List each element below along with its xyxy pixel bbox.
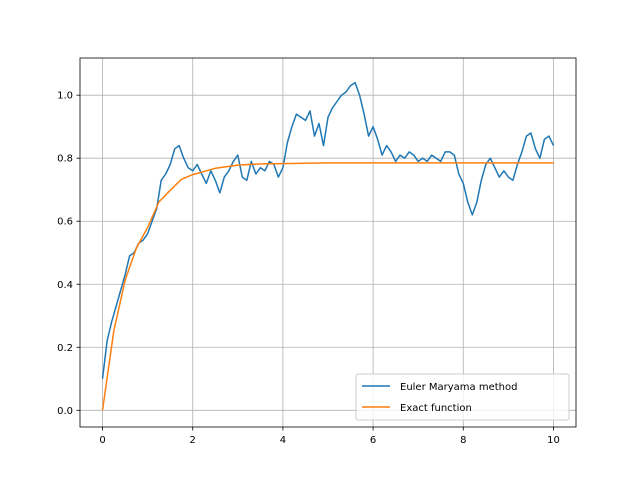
plot-frame: [79, 57, 577, 428]
series-layer: [101, 81, 555, 411]
y-tick-label: 0.8: [57, 154, 73, 165]
y-tick-label: 0.2: [57, 343, 73, 354]
grid: [80, 58, 576, 427]
x-tick-label: 6: [370, 435, 376, 446]
x-tick-label: 8: [460, 435, 466, 446]
x-tick-label: 4: [280, 435, 286, 446]
y-tick-label: 0.4: [57, 280, 73, 291]
y-tick-label: 1.0: [57, 91, 73, 102]
plot-area: [80, 58, 576, 427]
x-tick-label: 2: [190, 435, 196, 446]
y-tick-label: 0.6: [57, 217, 73, 228]
legend-box: [355, 373, 570, 421]
exact-function-series-line: [101, 162, 554, 411]
y-tick-label: 0.0: [57, 406, 73, 417]
legend: Euler Maryama method Exact function: [355, 373, 570, 421]
y-axis: 0.0 0.2 0.4 0.6 0.8 1.0: [57, 91, 80, 417]
legend-label-euler: Euler Maryama method: [400, 382, 517, 393]
legend-label-exact: Exact function: [400, 403, 472, 414]
x-axis: 0 2 4 6 8 10: [99, 427, 560, 446]
euler-maryama-series-line: [101, 81, 555, 379]
x-tick-label: 10: [547, 435, 560, 446]
x-tick-label: 0: [99, 435, 105, 446]
